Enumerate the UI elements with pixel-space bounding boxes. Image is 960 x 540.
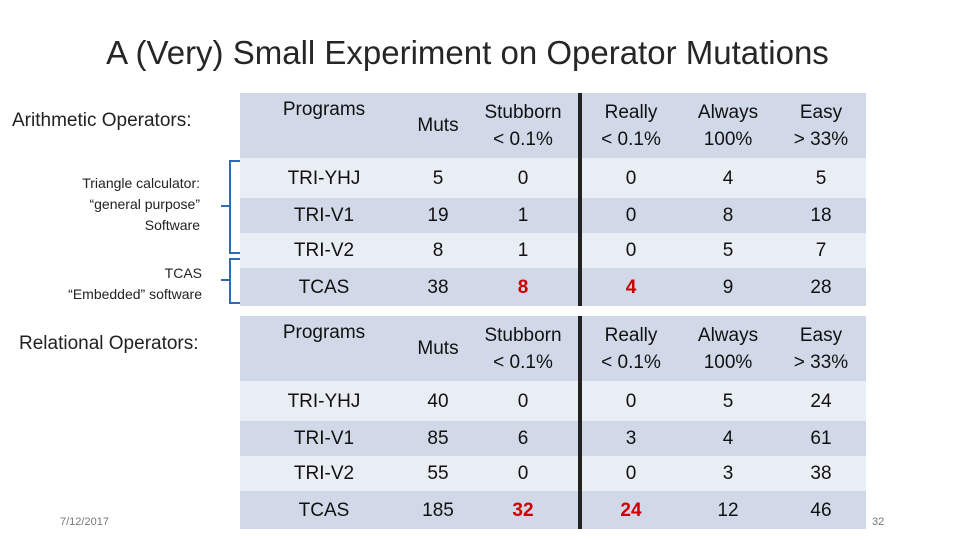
tcas-bracket bbox=[229, 258, 241, 304]
table-row: TCAS 185 32 24 12 46 bbox=[240, 491, 866, 529]
cell-stubborn-highlight: 8 bbox=[468, 268, 580, 306]
relational-header-row: Programs Muts Stubborn < 0.1% Really < 0.1… bbox=[240, 316, 866, 381]
header-programs: Programs bbox=[240, 93, 408, 158]
cell-always: 12 bbox=[680, 491, 776, 529]
cell-always: 8 bbox=[680, 198, 776, 233]
cell-really: 0 bbox=[578, 456, 680, 491]
table-row: TRI-V1 85 6 3 4 61 bbox=[240, 421, 866, 456]
cell-muts: 85 bbox=[408, 421, 468, 456]
cell-program: TRI-V2 bbox=[240, 233, 408, 268]
header-muts: Muts bbox=[408, 93, 468, 158]
header-always: Always 100% bbox=[680, 93, 776, 158]
cell-always: 9 bbox=[680, 268, 776, 306]
arithmetic-table: Programs Muts Stubborn < 0.1% Really < 0.1… bbox=[240, 93, 866, 306]
cell-program: TRI-V1 bbox=[240, 421, 408, 456]
table-row: TRI-V2 55 0 0 3 38 bbox=[240, 456, 866, 491]
header-really: Really < 0.1% bbox=[578, 93, 680, 158]
cell-really: 0 bbox=[578, 233, 680, 268]
table-row: TRI-YHJ 5 0 0 4 5 bbox=[240, 158, 866, 198]
header-programs: Programs bbox=[240, 316, 408, 381]
header-easy: Easy > 33% bbox=[776, 316, 866, 381]
table-row: TRI-V2 8 1 0 5 7 bbox=[240, 233, 866, 268]
cell-always: 5 bbox=[680, 381, 776, 421]
tcas-label-line-2: “Embedded” software bbox=[68, 286, 202, 302]
table-row: TRI-V1 19 1 0 8 18 bbox=[240, 198, 866, 233]
cell-muts: 19 bbox=[408, 198, 468, 233]
table-row: TCAS 38 8 4 9 28 bbox=[240, 268, 866, 306]
footer-date: 7/12/2017 bbox=[60, 516, 109, 528]
triangle-bracket bbox=[229, 160, 241, 254]
cell-really: 0 bbox=[578, 198, 680, 233]
cell-stubborn: 6 bbox=[468, 421, 580, 456]
header-muts: Muts bbox=[408, 316, 468, 381]
header-stubborn: Stubborn < 0.1% bbox=[468, 93, 580, 158]
cell-really: 0 bbox=[578, 158, 680, 198]
cell-easy: 7 bbox=[776, 233, 866, 268]
arithmetic-operators-label: Arithmetic Operators: bbox=[12, 110, 192, 131]
cell-program: TRI-YHJ bbox=[240, 381, 408, 421]
cell-really: 0 bbox=[578, 381, 680, 421]
cell-really: 3 bbox=[578, 421, 680, 456]
header-always: Always 100% bbox=[680, 316, 776, 381]
cell-program: TRI-YHJ bbox=[240, 158, 408, 198]
cell-really-highlight: 4 bbox=[578, 268, 680, 306]
cell-easy: 5 bbox=[776, 158, 866, 198]
cell-always: 3 bbox=[680, 456, 776, 491]
cell-muts: 5 bbox=[408, 158, 468, 198]
arithmetic-header-row: Programs Muts Stubborn < 0.1% Really < 0.1… bbox=[240, 93, 866, 158]
cell-muts: 8 bbox=[408, 233, 468, 268]
triangle-label-line-2: “general purpose” bbox=[89, 196, 200, 212]
cell-easy: 18 bbox=[776, 198, 866, 233]
cell-stubborn: 1 bbox=[468, 198, 580, 233]
cell-really-highlight: 24 bbox=[578, 491, 680, 529]
triangle-label-line-3: Software bbox=[144, 217, 200, 233]
cell-program: TCAS bbox=[240, 268, 408, 306]
triangle-label-line-1: Triangle calculator: bbox=[82, 175, 200, 191]
tcas-label-line-1: TCAS bbox=[164, 265, 202, 281]
cell-stubborn-highlight: 32 bbox=[468, 491, 580, 529]
cell-stubborn: 0 bbox=[468, 381, 580, 421]
cell-easy: 28 bbox=[776, 268, 866, 306]
header-really: Really < 0.1% bbox=[578, 316, 680, 381]
cell-muts: 55 bbox=[408, 456, 468, 491]
cell-muts: 38 bbox=[408, 268, 468, 306]
triangle-calculator-label: Triangle calculator: “general purpose” S… bbox=[82, 173, 200, 236]
cell-program: TRI-V1 bbox=[240, 198, 408, 233]
cell-easy: 24 bbox=[776, 381, 866, 421]
cell-stubborn: 1 bbox=[468, 233, 580, 268]
relational-operators-label: Relational Operators: bbox=[19, 333, 199, 354]
cell-easy: 46 bbox=[776, 491, 866, 529]
cell-muts: 40 bbox=[408, 381, 468, 421]
triangle-bracket-tick bbox=[221, 205, 229, 207]
cell-easy: 38 bbox=[776, 456, 866, 491]
cell-easy: 61 bbox=[776, 421, 866, 456]
page-number: 32 bbox=[872, 516, 885, 528]
relational-table: Programs Muts Stubborn < 0.1% Really < 0.1… bbox=[240, 316, 866, 529]
cell-stubborn: 0 bbox=[468, 456, 580, 491]
cell-always: 4 bbox=[680, 421, 776, 456]
header-stubborn: Stubborn < 0.1% bbox=[468, 316, 580, 381]
header-easy: Easy > 33% bbox=[776, 93, 866, 158]
cell-always: 5 bbox=[680, 233, 776, 268]
cell-stubborn: 0 bbox=[468, 158, 580, 198]
tcas-bracket-tick bbox=[221, 279, 229, 281]
slide-title: A (Very) Small Experiment on Operator Mu… bbox=[106, 34, 829, 71]
cell-muts: 185 bbox=[408, 491, 468, 529]
cell-program: TRI-V2 bbox=[240, 456, 408, 491]
cell-program: TCAS bbox=[240, 491, 408, 529]
tcas-label: TCAS “Embedded” software bbox=[68, 263, 202, 305]
table-row: TRI-YHJ 40 0 0 5 24 bbox=[240, 381, 866, 421]
cell-always: 4 bbox=[680, 158, 776, 198]
